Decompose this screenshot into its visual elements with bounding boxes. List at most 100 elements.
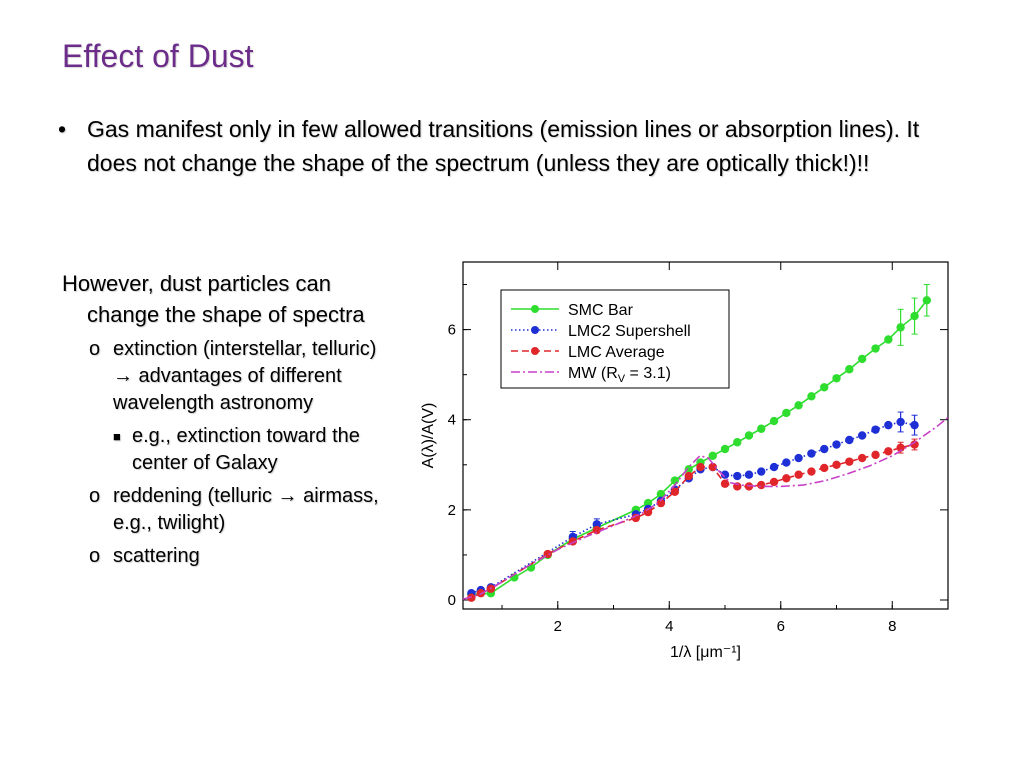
data-point	[845, 457, 854, 466]
data-point	[757, 424, 766, 433]
legend-label-tail: = 3.1)	[625, 365, 671, 382]
data-point	[720, 479, 730, 488]
data-point	[857, 431, 867, 440]
legend-label: SMC Bar	[568, 302, 634, 319]
data-point	[807, 392, 816, 401]
data-point	[684, 471, 693, 481]
data-point	[832, 374, 841, 383]
legend-subscript: V	[618, 373, 626, 385]
legend-marker	[531, 305, 539, 313]
data-point	[857, 354, 867, 364]
series-mw-r	[462, 416, 949, 600]
legend-label: MW (RV = 3.1)	[568, 365, 671, 385]
data-point	[720, 444, 730, 454]
y-tick-label: 6	[448, 322, 456, 339]
x-tick-label: 2	[554, 618, 562, 635]
data-point	[896, 443, 905, 452]
x-tick-label: 8	[888, 618, 896, 635]
data-point	[884, 335, 893, 344]
data-point	[720, 470, 730, 479]
y-tick-label: 4	[448, 412, 456, 429]
data-point	[733, 438, 742, 447]
plot-frame	[462, 261, 949, 610]
scattering-item: o scattering	[89, 543, 382, 570]
data-point	[782, 474, 791, 483]
data-point	[670, 476, 680, 485]
x-tick-label: 4	[665, 618, 673, 635]
data-point	[922, 296, 932, 305]
data-point	[744, 470, 754, 479]
data-point	[769, 477, 779, 487]
data-point	[467, 593, 476, 602]
data-point	[845, 365, 854, 374]
extinction-chart: 2 4 6 8 0 2 4 6 1/λ [μm⁻¹] A(λ)/A(V) SMC Bar LMC2 S…	[420, 261, 949, 661]
data-point	[744, 431, 754, 440]
data-point	[592, 525, 601, 535]
bullet-marker: •	[58, 116, 67, 142]
data-point	[910, 440, 919, 449]
data-point	[910, 420, 919, 430]
reddening-text-b: airmass, e.g., twilight)	[113, 485, 379, 534]
galaxy-text: e.g., extinction toward the center of Ga…	[132, 425, 360, 474]
gas-bullet: • Gas manifest only in few allowed trans…	[58, 112, 958, 180]
data-point	[769, 462, 779, 472]
data-point	[782, 458, 791, 467]
data-point	[871, 450, 880, 460]
data-point	[832, 440, 841, 449]
data-point	[794, 453, 803, 463]
x-tick-label: 6	[777, 618, 785, 635]
reddening-text-a: reddening (telluric	[113, 485, 278, 507]
data-point	[896, 323, 905, 332]
legend-box	[500, 289, 730, 389]
data-point	[656, 489, 666, 499]
data-point	[794, 401, 803, 410]
legend-label: LMC2 Supershell	[568, 323, 691, 340]
y-tick-label: 0	[448, 592, 456, 609]
y-axis-label: A(λ)/A(V)	[420, 403, 437, 469]
data-point	[845, 435, 854, 445]
circle-marker: o	[89, 338, 101, 360]
right-arrow-icon: →	[113, 365, 133, 387]
data-point	[884, 447, 893, 456]
data-point	[708, 451, 717, 460]
data-point	[820, 463, 829, 473]
data-point	[769, 416, 779, 426]
y-tick-label: 2	[448, 502, 456, 519]
data-point	[757, 467, 766, 476]
data-point	[910, 311, 919, 321]
extinction-text-b: advantages of different wavelength astro…	[113, 365, 342, 414]
data-point	[708, 462, 717, 472]
data-point	[871, 344, 880, 353]
data-point	[832, 460, 841, 469]
data-point	[884, 420, 893, 430]
data-point	[696, 462, 705, 472]
data-point	[592, 520, 601, 529]
galaxy-item: ■ e.g., extinction toward the center of …	[113, 423, 382, 477]
data-point	[896, 417, 905, 427]
data-point	[820, 383, 829, 392]
slide-title: Effect of Dust	[62, 38, 254, 74]
x-axis-label: 1/λ [μm⁻¹]	[670, 644, 741, 661]
series-line	[471, 421, 915, 594]
data-point	[871, 425, 880, 434]
data-point	[733, 471, 742, 481]
gas-bullet-text: Gas manifest only in few allowed transit…	[87, 116, 920, 176]
series-lmc-average	[467, 438, 919, 602]
data-point	[807, 449, 816, 458]
legend-label: LMC Average	[568, 344, 665, 361]
data-point	[807, 467, 816, 476]
dust-list: However, dust particles can change the s…	[62, 268, 382, 570]
data-point	[820, 444, 829, 454]
data-point	[782, 408, 791, 418]
data-point	[857, 453, 867, 463]
data-point	[794, 470, 803, 479]
legend-marker	[531, 347, 539, 355]
data-point	[656, 498, 666, 508]
square-marker: ■	[113, 429, 121, 444]
data-point	[643, 498, 653, 508]
series-line	[462, 416, 949, 600]
dust-intro: However, dust particles can change the s…	[62, 271, 365, 327]
circle-marker: o	[89, 545, 101, 567]
circle-marker: o	[89, 485, 101, 507]
reddening-item: o reddening (telluric → airmass, e.g., t…	[89, 483, 382, 537]
